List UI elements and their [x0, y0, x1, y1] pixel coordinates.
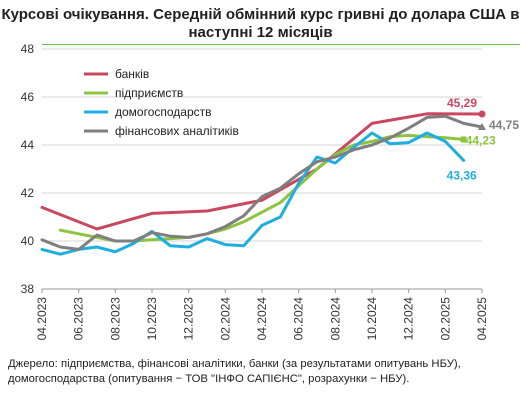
- x-tick-label: 08.2024: [328, 297, 342, 341]
- y-tick-label: 42: [21, 186, 35, 200]
- x-tick-label: 04.2024: [255, 297, 269, 341]
- x-tick-label: 06.2024: [292, 297, 306, 341]
- legend-label: фінансових аналітиків: [115, 124, 239, 138]
- series-line: [40, 114, 484, 251]
- axis-layer: 38 40 42 44 46 48 04.2023 06.2023 08.2023 10.2023…: [21, 42, 489, 340]
- y-tick-label: 48: [21, 42, 35, 56]
- end-labels: 45,29 44,23 43,36 44,75: [447, 96, 520, 182]
- x-tick-label: 06.2023: [72, 297, 86, 341]
- y-tick-label: 44: [21, 138, 35, 152]
- series-line: [40, 112, 484, 231]
- grid-layer: [42, 48, 482, 290]
- x-tick-label: 04.2025: [475, 297, 489, 341]
- end-value-label: 44,23: [466, 133, 496, 147]
- x-tick-label: 08.2023: [108, 297, 122, 341]
- x-tick-label: 02.2025: [438, 297, 452, 341]
- series-line: [40, 131, 466, 256]
- y-tick-label: 38: [21, 282, 35, 296]
- legend-label: домогосподарств: [115, 105, 212, 119]
- end-marker: [460, 136, 467, 143]
- legend: банків підприємств домогосподарств фінансов…: [84, 67, 239, 138]
- end-value-label: 44,75: [489, 118, 519, 132]
- x-tick-label: 10.2023: [145, 297, 159, 341]
- end-value-label: 45,29: [447, 96, 477, 110]
- end-marker: [478, 123, 486, 130]
- y-tick-label: 40: [21, 234, 35, 248]
- chart-source: Джерело: підприємства, фінансові аналіти…: [8, 358, 461, 385]
- end-marker: [478, 110, 486, 118]
- legend-label: підприємств: [115, 86, 183, 100]
- legend-label: банків: [115, 67, 149, 81]
- x-tick-label: 10.2024: [365, 297, 379, 341]
- y-tick-label: 46: [21, 90, 35, 104]
- end-value-label: 43,36: [447, 168, 477, 182]
- title-rule: [42, 44, 520, 45]
- x-tick-label: 12.2024: [402, 297, 416, 341]
- series-layer: [40, 112, 484, 256]
- x-tick-label: 02.2024: [218, 297, 232, 341]
- chart-title: Курсові очікування. Середній обмінний ку…: [1, 6, 520, 41]
- x-tick-label: 04.2023: [35, 297, 49, 341]
- x-tick-label: 12.2023: [182, 297, 196, 341]
